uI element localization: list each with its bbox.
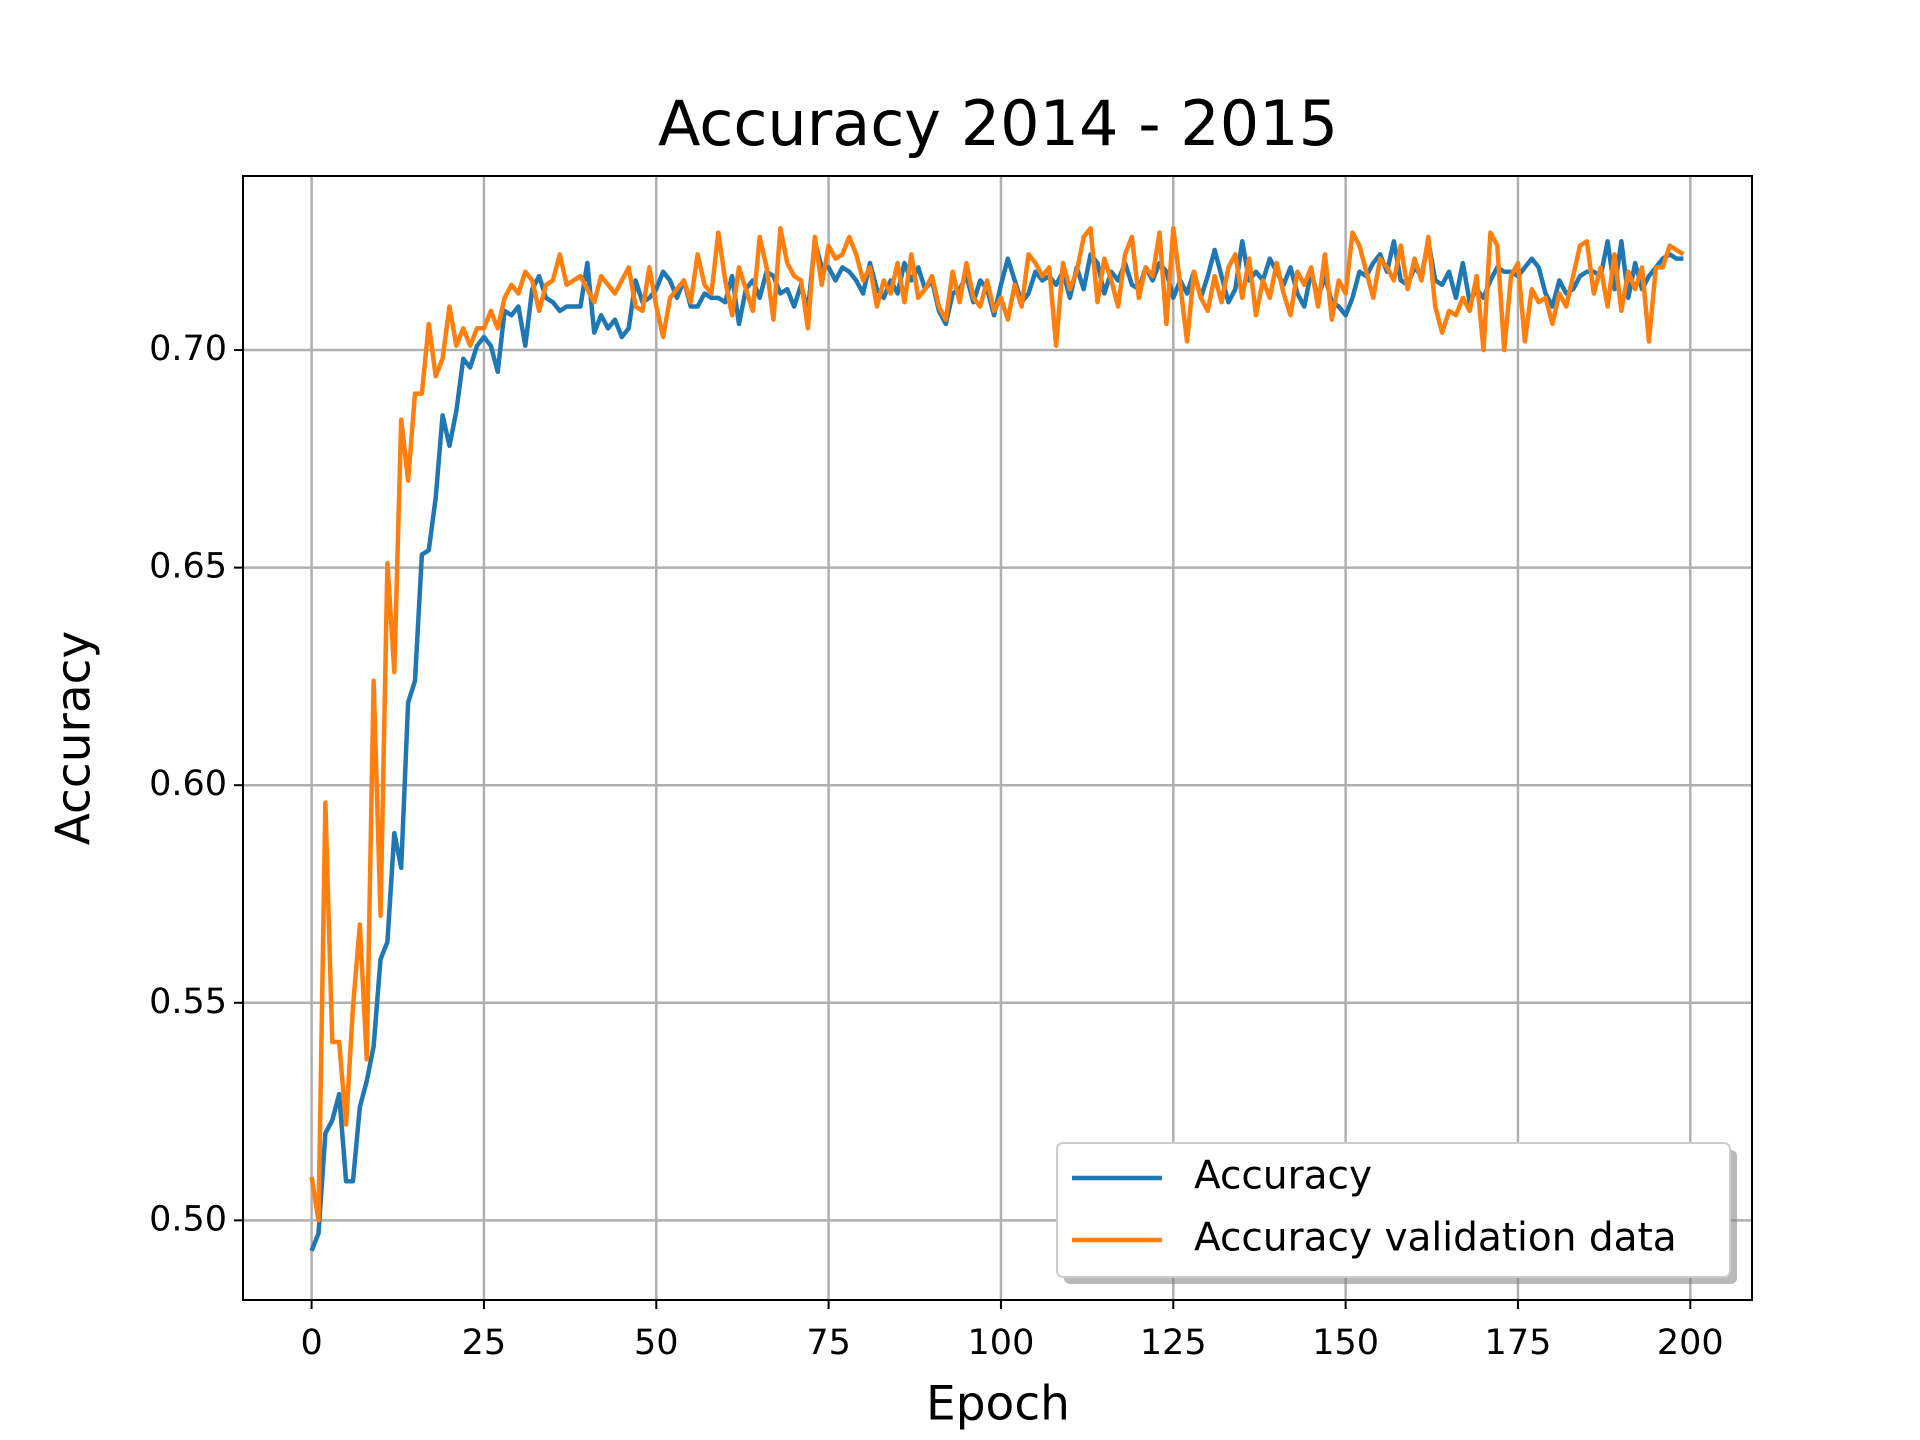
x-tick-label: 25 bbox=[462, 1323, 507, 1363]
legend-box bbox=[1056, 1142, 1731, 1278]
x-tick-label: 100 bbox=[968, 1323, 1035, 1363]
series-line bbox=[309, 225, 1685, 1223]
series-line bbox=[309, 239, 1684, 1252]
legend-label: Accuracy validation data bbox=[1194, 1216, 1677, 1261]
y-tick-label: 0.55 bbox=[149, 982, 227, 1022]
x-axis-label: Epoch bbox=[926, 1377, 1070, 1432]
y-tick-label: 0.65 bbox=[149, 547, 227, 587]
x-tick-label: 150 bbox=[1312, 1323, 1379, 1363]
x-tick-label: 200 bbox=[1657, 1323, 1724, 1363]
legend-label: Accuracy bbox=[1194, 1154, 1372, 1199]
x-tick-label: 125 bbox=[1140, 1323, 1207, 1363]
y-axis-label: Accuracy bbox=[47, 631, 102, 846]
x-tick-label: 75 bbox=[806, 1323, 851, 1363]
chart-title: Accuracy 2014 - 2015 bbox=[658, 87, 1338, 160]
x-tick-label: 175 bbox=[1485, 1323, 1552, 1363]
y-tick-label: 0.70 bbox=[149, 329, 227, 369]
x-tick-label: 50 bbox=[634, 1323, 679, 1363]
x-tick-label: 0 bbox=[300, 1323, 322, 1363]
plot-frame bbox=[242, 175, 1753, 1301]
y-tick-label: 0.60 bbox=[149, 764, 227, 804]
y-tick-label: 0.50 bbox=[149, 1199, 227, 1239]
legend: Accuracy Accuracy validation data bbox=[1056, 1142, 1737, 1284]
